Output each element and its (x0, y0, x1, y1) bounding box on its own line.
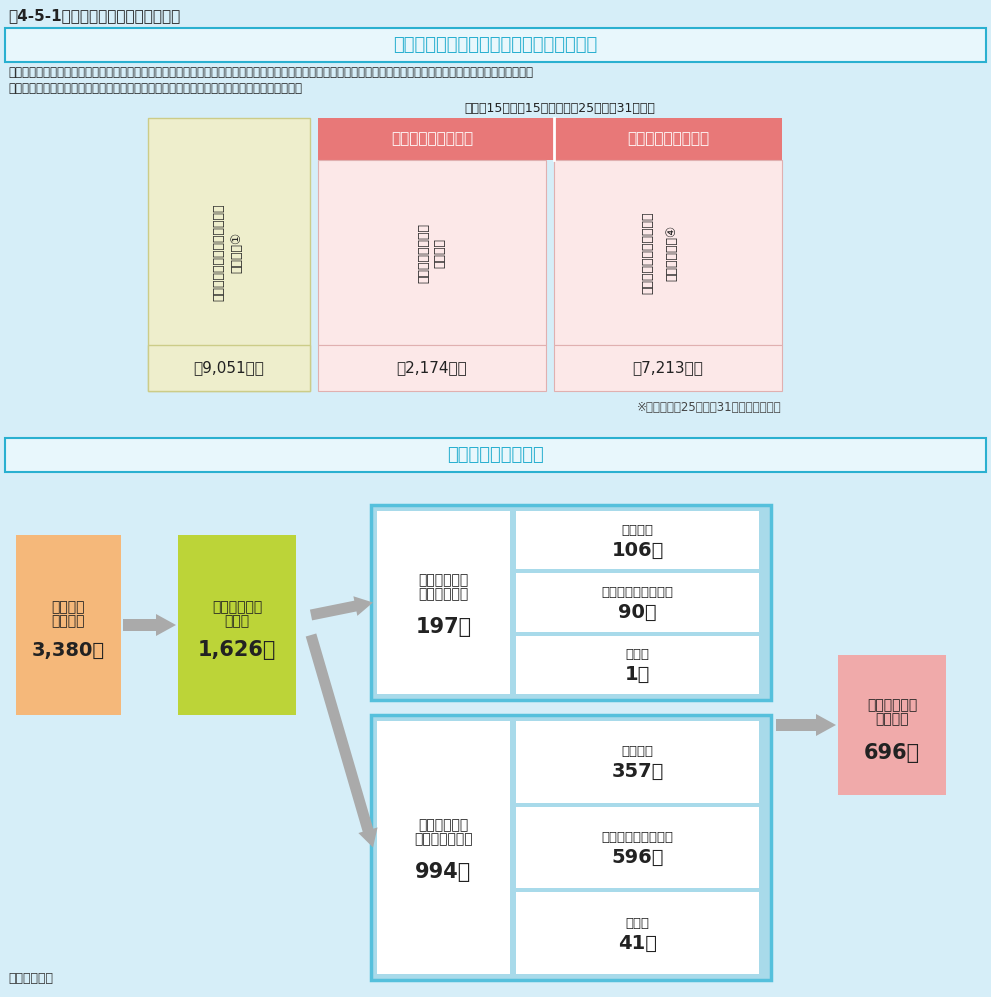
Text: 対策実施中・検討中: 対策実施中・検討中 (602, 586, 674, 599)
Text: 状況調査: 状況調査 (52, 614, 85, 628)
Text: 法第３条調査の猶予: 法第３条調査の猶予 (627, 132, 710, 147)
Text: 1,626件: 1,626件 (198, 640, 276, 660)
Text: 資料：環境省: 資料：環境省 (8, 971, 53, 984)
Bar (516, 892, 759, 974)
Text: 41件: 41件 (618, 933, 657, 953)
Text: 図4-5-1　土壌汚染対策法の施行状況: 図4-5-1 土壌汚染対策法の施行状況 (8, 9, 180, 24)
Text: 報告件数: 報告件数 (433, 237, 447, 267)
Text: ・平成15年２月15日から平成25年３月31日まで: ・平成15年２月15日から平成25年３月31日まで (465, 102, 655, 115)
Bar (838, 655, 946, 795)
Bar (5, 28, 986, 62)
Text: 【9,051件】: 【9,051件】 (193, 361, 265, 376)
Text: 要措置区域等: 要措置区域等 (212, 600, 263, 614)
Bar (377, 511, 510, 694)
Bar (178, 535, 296, 715)
Bar (516, 573, 759, 632)
Text: 106件: 106件 (611, 540, 664, 559)
Text: 廃止件数①: 廃止件数① (231, 232, 244, 273)
Polygon shape (123, 614, 176, 636)
Bar (377, 721, 510, 974)
Text: 対策済み: 対策済み (621, 746, 653, 759)
Text: 適用の確認済④: 適用の確認済④ (666, 224, 679, 280)
Text: 都道府県知事が認めれば一時的免除される（例えば、事業場として引き続き使用する場合）。: 都道府県知事が認めれば一時的免除される（例えば、事業場として引き続き使用する場合… (8, 82, 302, 95)
Text: 未対策: 未対策 (625, 916, 649, 929)
Text: 要措置区域等の状況: 要措置区域等の状況 (447, 446, 543, 464)
Text: 土壌汚染対策法第３条では、有害物質使用特定施設の廃止時に調査義務が生じるが、その状況は下のとおり。この調査義務については、法第３条第１項ただし書により: 土壌汚染対策法第３条では、有害物質使用特定施設の廃止時に調査義務が生じるが、その… (8, 67, 533, 80)
Text: 土壌汚染対策法第３条の施行状況について: 土壌汚染対策法第３条の施行状況について (392, 36, 598, 54)
Text: 【7,213件】: 【7,213件】 (632, 361, 704, 376)
Text: 596件: 596件 (611, 848, 664, 867)
Bar (516, 636, 759, 694)
Bar (318, 118, 782, 160)
Text: 有害物質使用特定施設の使用: 有害物質使用特定施設の使用 (212, 203, 226, 301)
Bar (318, 160, 546, 345)
Text: 【2,174件】: 【2,174件】 (396, 361, 468, 376)
Polygon shape (776, 714, 836, 736)
Text: 対策を要する: 対策を要する (418, 587, 469, 601)
Polygon shape (310, 596, 373, 620)
Bar (148, 118, 310, 391)
Text: 全部解除: 全部解除 (875, 712, 909, 726)
Text: 696件: 696件 (864, 743, 920, 763)
Text: 要措置区域等: 要措置区域等 (867, 698, 917, 712)
Text: 未対策: 未対策 (625, 648, 649, 661)
Bar (516, 807, 759, 888)
Text: ｛　法が施行された平成15年２月15日から平成25年３月31日まで　｝: ｛ 法が施行された平成15年２月15日から平成25年３月31日まで ｝ (438, 995, 704, 997)
Text: 対策を要しない: 対策を要しない (414, 832, 473, 846)
Bar (516, 511, 759, 569)
Bar (148, 345, 310, 391)
Text: 90件: 90件 (618, 603, 657, 622)
Text: 357件: 357件 (611, 763, 664, 782)
Text: 土壌汚染: 土壌汚染 (52, 600, 85, 614)
Text: に指定: に指定 (224, 614, 250, 628)
Bar (371, 715, 771, 980)
Polygon shape (305, 633, 378, 847)
Bar (5, 438, 986, 472)
Text: 汚染除去等の: 汚染除去等の (418, 573, 469, 587)
Text: 対策済み: 対策済み (621, 523, 653, 536)
Bar (516, 721, 759, 803)
Text: 3,380件: 3,380件 (32, 640, 105, 659)
Bar (554, 345, 782, 391)
Text: ※件数は平成25年３月31日現在の数値。: ※件数は平成25年３月31日現在の数値。 (637, 401, 782, 414)
Text: 汚染除去等の: 汚染除去等の (418, 819, 469, 832)
Bar (16, 535, 121, 715)
Text: 対策実施中・検討中: 対策実施中・検討中 (602, 831, 674, 844)
Bar (318, 345, 546, 391)
Text: 1件: 1件 (624, 665, 650, 684)
Text: 法第３条第１項ただし書: 法第３条第１項ただし書 (641, 211, 654, 294)
Text: 法第３条調査の実施: 法第３条調査の実施 (390, 132, 473, 147)
Text: 法第３条調査結果: 法第３条調査結果 (417, 222, 430, 282)
Text: 197件: 197件 (415, 616, 472, 636)
Bar (554, 160, 782, 345)
Text: 994件: 994件 (415, 861, 472, 881)
Bar (371, 505, 771, 700)
